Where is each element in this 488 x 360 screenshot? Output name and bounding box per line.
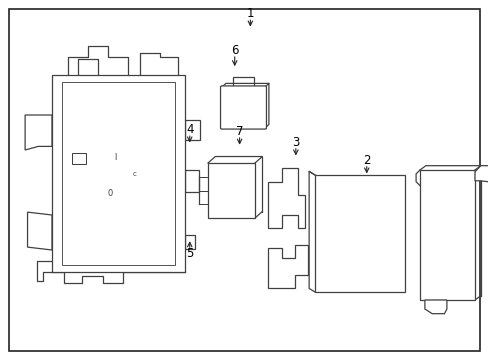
Bar <box>61 82 175 265</box>
FancyBboxPatch shape <box>220 86 266 129</box>
Text: 6: 6 <box>230 44 238 57</box>
Polygon shape <box>474 166 488 183</box>
Polygon shape <box>424 300 446 314</box>
Polygon shape <box>267 245 307 288</box>
Text: 4: 4 <box>185 123 193 136</box>
Polygon shape <box>267 168 305 228</box>
Text: 7: 7 <box>235 125 243 138</box>
Text: 3: 3 <box>291 136 299 149</box>
Text: 2: 2 <box>362 154 370 167</box>
Text: 1: 1 <box>246 7 254 20</box>
Text: l: l <box>114 153 117 162</box>
Polygon shape <box>184 120 199 140</box>
Text: c: c <box>132 171 136 176</box>
Text: 0: 0 <box>108 189 113 198</box>
Polygon shape <box>27 212 52 250</box>
Bar <box>314 175 404 292</box>
Bar <box>71 153 86 164</box>
Polygon shape <box>25 115 52 150</box>
Polygon shape <box>184 170 198 192</box>
Bar <box>419 170 474 300</box>
Text: 5: 5 <box>185 247 193 260</box>
Polygon shape <box>184 235 194 249</box>
Bar <box>207 163 254 218</box>
Bar <box>52 75 184 272</box>
